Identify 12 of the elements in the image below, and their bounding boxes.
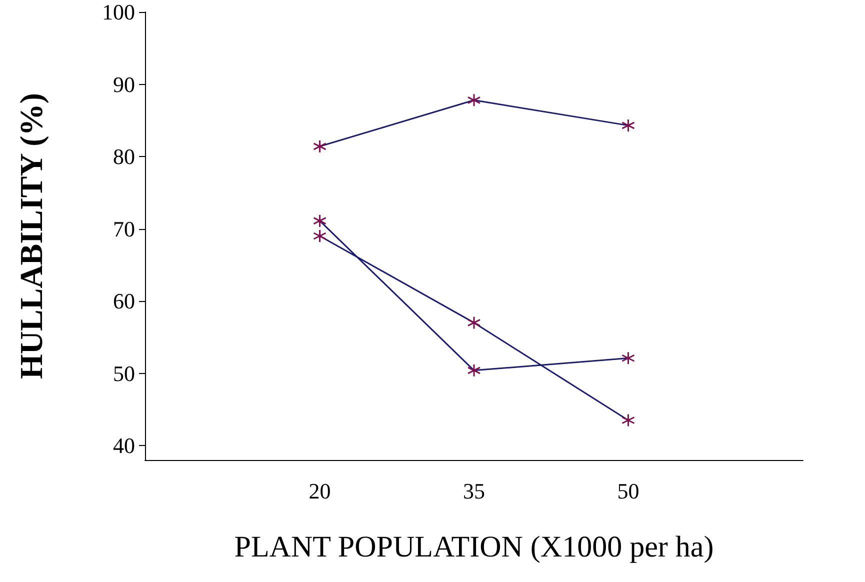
y-axis-title: HULLABILITY (%) [13, 93, 49, 379]
y-tick-label: 80 [113, 144, 135, 170]
x-tick-label: 35 [463, 478, 485, 504]
y-tick-label: 40 [113, 433, 135, 458]
x-tick-label: 50 [617, 478, 640, 504]
y-tick-label: 100 [102, 0, 135, 24]
y-tick-label: 90 [113, 72, 135, 97]
y-tick-label: 70 [113, 216, 135, 242]
x-tick-label: 20 [308, 478, 331, 504]
y-tick-label: 50 [113, 360, 135, 386]
x-axis-title: PLANT POPULATION (X1000 per ha) [234, 530, 714, 564]
y-tick-label: 60 [113, 288, 135, 314]
